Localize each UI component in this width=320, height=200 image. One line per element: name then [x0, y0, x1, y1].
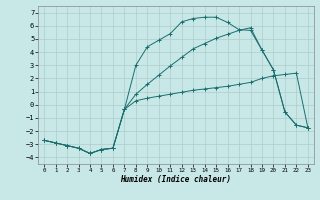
X-axis label: Humidex (Indice chaleur): Humidex (Indice chaleur): [121, 175, 231, 184]
